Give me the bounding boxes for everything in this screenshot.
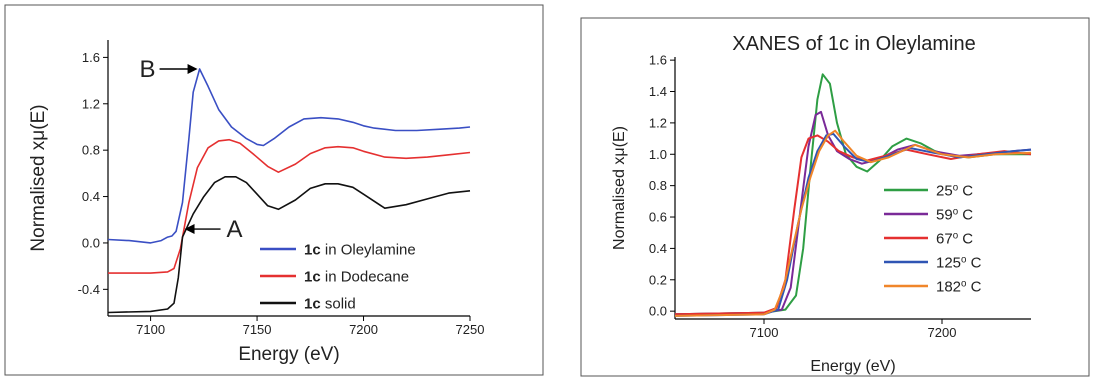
annotation-arrowhead (187, 63, 198, 74)
y-tick-label: 1.6 (82, 50, 100, 65)
legend-label-text: solid (321, 295, 356, 312)
legend-label-unit: C (958, 230, 973, 247)
legend-label: 59o C (936, 206, 973, 224)
legend-label-sup: o (961, 254, 967, 265)
x-tick-label: 7100 (136, 322, 165, 337)
legend-label: 1c solid (304, 295, 356, 312)
y-tick-label: 1.2 (649, 115, 667, 130)
annotation-label: B (140, 56, 156, 83)
x-tick-label: 7200 (928, 325, 957, 340)
legend-label-unit: C (958, 206, 973, 223)
legend-label: 182o C (936, 278, 982, 296)
figure-frame (4, 4, 544, 376)
x-tick-label: 7250 (456, 322, 485, 337)
legend-label-value: 25 (936, 182, 953, 199)
y-tick-label: 0.6 (649, 210, 667, 225)
legend-label: 1c in Oleylamine (304, 241, 416, 258)
x-axis-title: Energy (eV) (238, 344, 339, 365)
series-line-dodecane (108, 138, 471, 274)
y-tick-label: 1.4 (649, 84, 667, 99)
chart-right: 7100 7200 0.0 0.2 0.4 0.6 0.8 1.0 1.2 1.4 1.6 Energ… (548, 0, 1094, 379)
y-tick-label: 0.4 (82, 189, 100, 204)
x-tick-label: 7100 (750, 325, 779, 340)
legend-label: 25o C (936, 182, 973, 200)
y-axis-title: Normalised xμ(E) (28, 104, 49, 251)
legend-label-bold: 1c (304, 295, 321, 312)
y-tick-label: 0.8 (82, 143, 100, 158)
series-line-125C (674, 132, 1032, 317)
legend-label-value: 59 (936, 206, 953, 223)
y-tick-label: 0.0 (82, 235, 100, 250)
y-tick-label: 1.2 (82, 96, 100, 111)
series-line-oleylamine (107, 68, 471, 244)
y-tick-label: 1.6 (649, 53, 667, 68)
legend-label-value: 67 (936, 230, 953, 247)
legend-label-value: 182 (936, 278, 961, 295)
legend-label-unit: C (966, 254, 981, 271)
annotation-label: A (227, 216, 243, 243)
y-tick-label: 0.0 (649, 304, 667, 319)
x-axis-title: Energy (eV) (810, 358, 895, 375)
series-line-solid (107, 176, 471, 314)
legend-label-bold: 1c (304, 241, 321, 258)
legend-label-sup: o (953, 230, 959, 241)
legend-label: 1c in Dodecane (304, 268, 409, 285)
chart-right-svg: 7100 7200 0.0 0.2 0.4 0.6 0.8 1.0 1.2 1.4 1.6 Energ… (580, 17, 1090, 377)
chart-left: 7100 7150 7200 7250 -0.4 0.0 0.4 0.8 1.2 1.6 Energ… (0, 0, 548, 379)
chart-title: XANES of 1c in Oleylamine (732, 33, 975, 55)
y-tick-label: 0.8 (649, 178, 667, 193)
legend-label-unit: C (958, 182, 973, 199)
y-tick-label: 0.4 (649, 241, 667, 256)
y-tick-label: 0.2 (649, 272, 667, 287)
legend-label-sup: o (961, 278, 967, 289)
legend-label: 125o C (936, 254, 982, 272)
series-line-182C (674, 129, 1032, 317)
y-axis-title: Normalised xμ(E) (611, 126, 628, 250)
y-tick-label: -0.4 (78, 282, 100, 297)
x-tick-label: 7200 (349, 322, 378, 337)
legend-label-unit: C (966, 278, 981, 295)
legend-label-text: in Oleylamine (321, 241, 416, 258)
figure-frame (580, 17, 1090, 377)
chart-left-svg: 7100 7150 7200 7250 -0.4 0.0 0.4 0.8 1.2 1.6 Energ… (4, 4, 544, 376)
x-tick-label: 7150 (243, 322, 272, 337)
annotation-arrowhead (184, 224, 195, 235)
legend-label-value: 125 (936, 254, 961, 271)
legend-label-bold: 1c (304, 268, 321, 285)
legend-label-sup: o (953, 182, 959, 193)
legend-label: 67o C (936, 230, 973, 248)
y-tick-label: 1.0 (649, 147, 667, 162)
legend-label-text: in Dodecane (321, 268, 409, 285)
legend-label-sup: o (953, 206, 959, 217)
